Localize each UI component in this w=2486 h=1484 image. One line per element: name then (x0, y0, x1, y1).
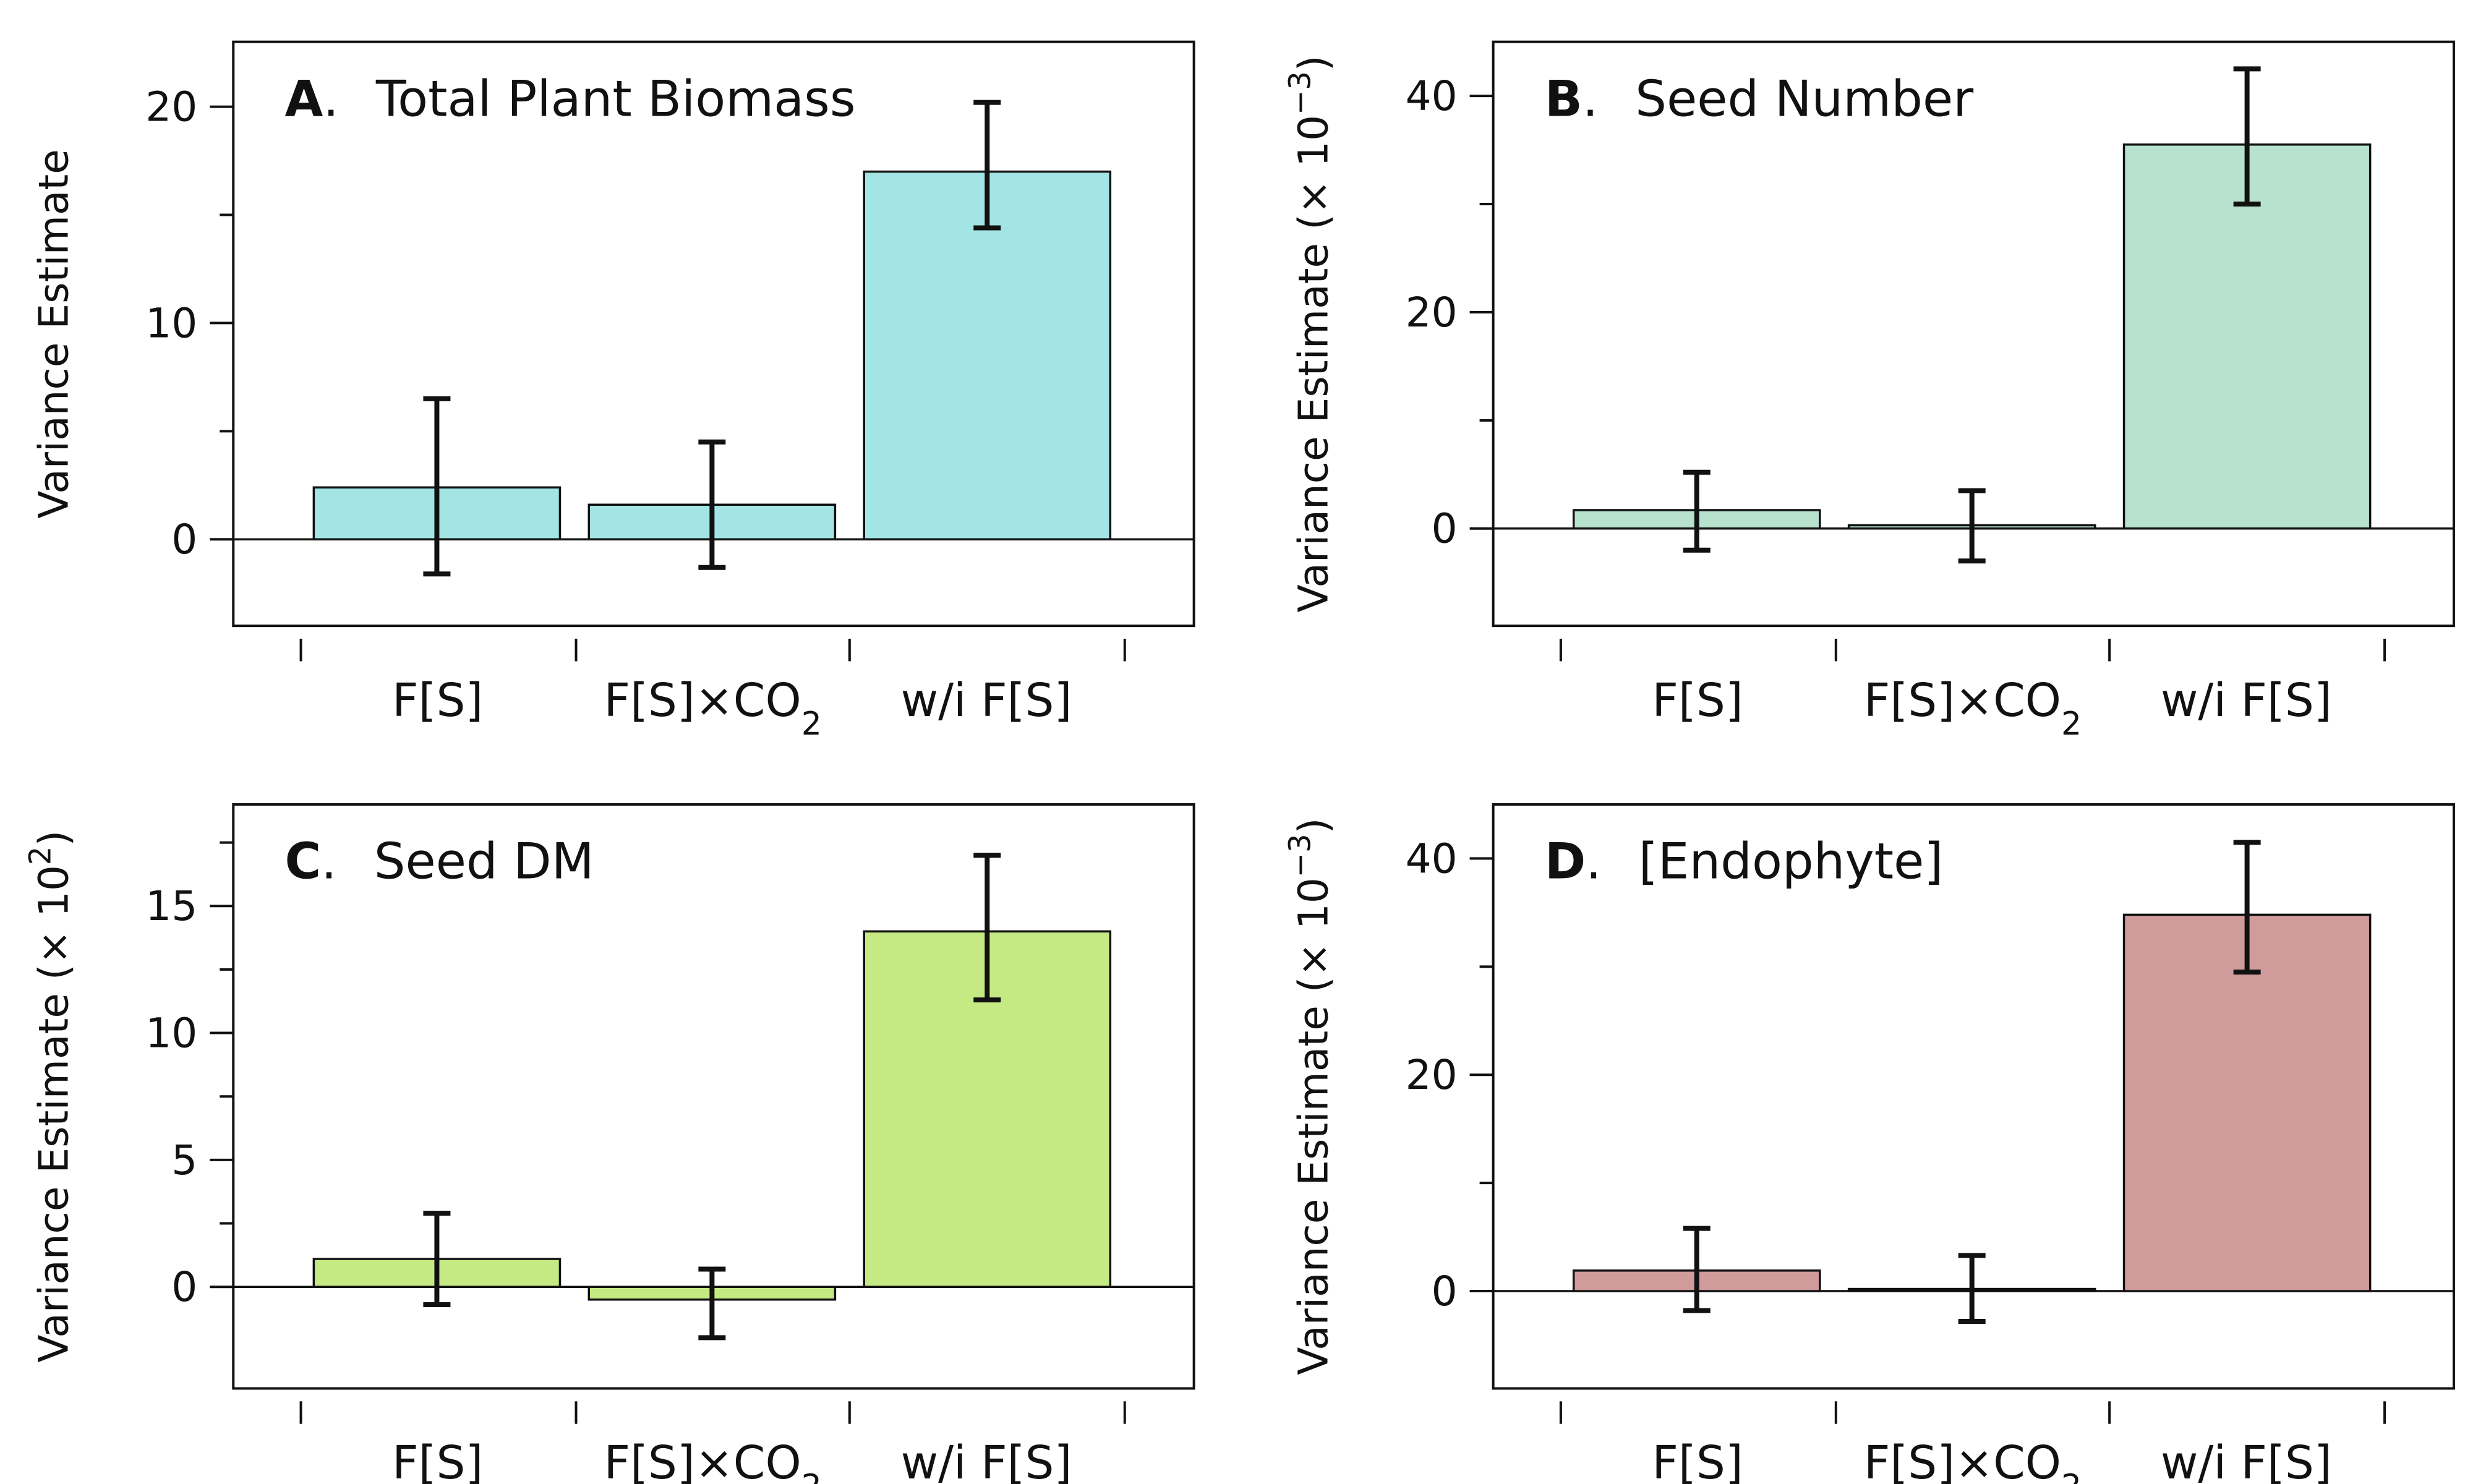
error-bar-1 (423, 1211, 451, 1307)
y-tick-label: 10 (145, 1010, 197, 1057)
panel-title-text: Seed DM (374, 833, 594, 890)
y-axis-label-part: ) (30, 830, 77, 846)
panel-letter: A (285, 70, 323, 127)
error-bar-1 (423, 396, 451, 577)
y-tick-label: 20 (1406, 1051, 1458, 1099)
y-tick-label: 40 (1406, 72, 1458, 120)
category-label: F[S] (1652, 1436, 1743, 1484)
y-axis-label-part: Variance Estimate (30, 149, 77, 519)
y-axis-label-part: Variance Estimate (× 10 (1290, 877, 1338, 1375)
bar-3 (2122, 143, 2372, 530)
panel-title: A. Total Plant Biomass (285, 70, 856, 127)
panel-d: 0 20 40 F[S] F[S]×CO2 w/i F[S] D. [Endophyte] Va… (1283, 803, 2455, 1484)
panel-title-text: Seed Number (1635, 70, 1973, 127)
category-label: F[S] (392, 1436, 483, 1484)
y-tick-label: 0 (1432, 505, 1458, 553)
y-axis-label-part: ) (1290, 55, 1338, 71)
error-bar-2 (1958, 488, 1986, 564)
category-subscript: 2 (2061, 706, 2082, 743)
category-text: F[S]×CO (604, 1436, 801, 1484)
y-tick-label: 0 (171, 516, 197, 563)
category-text: F[S] (392, 1436, 483, 1484)
panel-title: D. [Endophyte] (1545, 833, 1944, 890)
panel-title: C. Seed DM (285, 833, 594, 890)
category-text: F[S]×CO (604, 674, 801, 727)
error-bar-2 (698, 439, 726, 570)
category-label: w/i F[S] (901, 674, 1072, 727)
panel-letter-dot: . (1586, 833, 1601, 890)
category-label: w/i F[S] (901, 1436, 1072, 1484)
y-tick-label: 5 (171, 1136, 197, 1184)
y-axis-label-part: −3 (1283, 71, 1318, 115)
category-text: w/i F[S] (901, 674, 1072, 727)
category-text: w/i F[S] (2161, 674, 2332, 727)
plot-frame (1492, 40, 2455, 628)
y-axis-label-part: Variance Estimate (× 10 (30, 865, 77, 1363)
category-text: w/i F[S] (901, 1436, 1072, 1484)
category-label: F[S] (1652, 674, 1743, 727)
category-text: F[S] (1652, 1436, 1743, 1484)
y-axis-label: Variance Estimate (× 10−3) (1283, 818, 1338, 1375)
panel-letter: C (285, 833, 322, 890)
panel-a: 0 10 20 F[S] F[S]×CO2 w/i F[S] A. Total Plant B… (30, 40, 1195, 743)
panel-title-text: [Endophyte] (1639, 833, 1944, 890)
plot-frame (1492, 803, 2455, 1390)
category-subscript: 2 (801, 1468, 822, 1484)
category-label: F[S] (392, 674, 483, 727)
error-bar-3 (973, 100, 1001, 231)
error-bar-2 (698, 1266, 726, 1341)
panel-letter: B (1545, 70, 1583, 127)
panel-letter-dot: . (323, 70, 338, 127)
error-bar-3 (2233, 840, 2261, 975)
y-axis-label-part: Variance Estimate (× 10 (1290, 115, 1338, 613)
category-subscript: 2 (801, 706, 822, 743)
error-bar-1 (1683, 1226, 1711, 1313)
error-bar-2 (1958, 1253, 1986, 1324)
y-axis-label: Variance Estimate (× 10−3) (1283, 55, 1338, 612)
y-tick-label: 20 (1406, 289, 1458, 336)
y-tick-label: 10 (145, 299, 197, 347)
bar-3 (863, 170, 1112, 540)
panel-b: 0 20 40 F[S] F[S]×CO2 w/i F[S] B. Seed Number Va… (1283, 40, 2455, 743)
panel-letter: D (1545, 833, 1586, 890)
y-tick-label: 0 (171, 1263, 197, 1311)
y-axis-label-part: −3 (1283, 834, 1318, 877)
panel-letter-dot: . (321, 833, 336, 890)
y-tick-label: 40 (1406, 835, 1458, 882)
y-tick-label: 20 (145, 83, 197, 131)
category-label: w/i F[S] (2161, 1436, 2332, 1484)
category-text: F[S] (392, 674, 483, 727)
error-bar-1 (1683, 469, 1711, 553)
y-axis-label-part: ) (1290, 818, 1338, 834)
y-axis-label: Variance Estimate (30, 149, 77, 519)
category-label: F[S]×CO2 (604, 1436, 822, 1484)
category-label: F[S]×CO2 (1864, 1436, 2082, 1484)
category-label: F[S]×CO2 (604, 674, 822, 743)
panel-title-text: Total Plant Biomass (375, 70, 856, 127)
y-axis-label-part: 2 (23, 846, 58, 866)
error-bar-3 (2233, 66, 2261, 207)
panel-letter-dot: . (1583, 70, 1598, 127)
panel-title: B. Seed Number (1545, 70, 1973, 127)
y-tick-label: 0 (1432, 1268, 1458, 1315)
y-axis-label: Variance Estimate (× 102) (23, 830, 77, 1363)
y-tick-label: 15 (145, 882, 197, 930)
category-text: F[S] (1652, 674, 1743, 727)
category-label: w/i F[S] (2161, 674, 2332, 727)
category-subscript: 2 (2061, 1468, 2082, 1484)
error-bar-3 (973, 853, 1001, 1003)
category-text: F[S]×CO (1864, 674, 2061, 727)
plot-frame (232, 40, 1195, 628)
category-text: F[S]×CO (1864, 1436, 2061, 1484)
category-text: w/i F[S] (2161, 1436, 2332, 1484)
bar-3 (2122, 913, 2372, 1292)
category-label: F[S]×CO2 (1864, 674, 2082, 743)
